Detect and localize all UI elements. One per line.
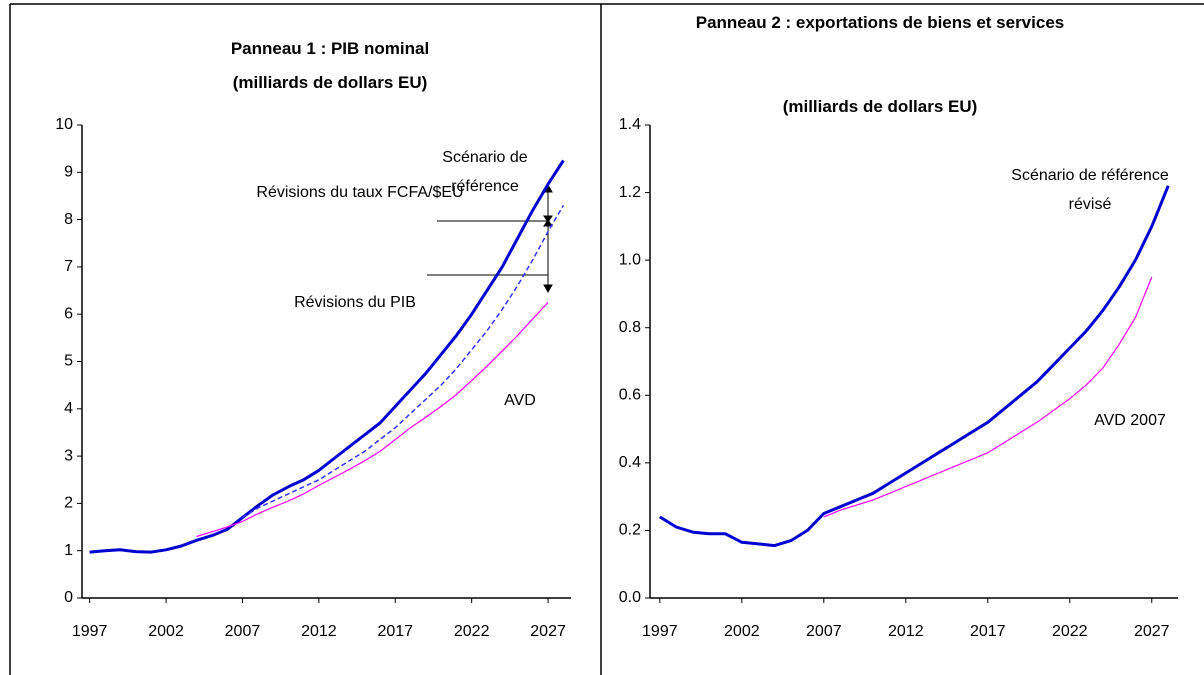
y-tick-label: 9 [64, 164, 73, 181]
y-tick-label: 1.0 [619, 251, 641, 268]
frame [9, 3, 1204, 675]
series-line [823, 276, 1153, 518]
annotation: Révisions du PIB [294, 294, 416, 311]
x-tick-label: 2012 [301, 623, 337, 640]
x-tick-label: 2022 [454, 623, 490, 640]
y-tick-label: 0.2 [619, 522, 641, 539]
y-tick-label: 0.6 [619, 387, 641, 404]
x-tick-label: 2017 [377, 623, 413, 640]
series-line [242, 205, 565, 519]
chart-title: Panneau 2 : exportations de biens et ser… [695, 13, 1065, 32]
chart-subtitle: (milliards de dollars EU) [782, 97, 978, 116]
y-tick-label: 1 [64, 542, 73, 559]
x-tick-label: 2002 [724, 623, 760, 640]
series-label: AVD 2007 [1094, 412, 1166, 429]
series-label: Scénario de référence révisé [1011, 167, 1169, 213]
y-tick-label: 5 [64, 353, 73, 370]
y-tick-label: 4 [64, 400, 73, 417]
y-tick-label: 2 [64, 495, 73, 512]
y-tick-label: 0.0 [619, 589, 641, 606]
y-tick-label: 7 [64, 258, 73, 275]
series-label: AVD [504, 392, 536, 409]
annotation: Révisions du taux FCFA/$EU [256, 184, 464, 201]
x-tick-label: 2007 [806, 623, 842, 640]
y-tick-label: 1.4 [619, 116, 641, 133]
y-tick-label: 0.8 [619, 319, 641, 336]
y-tick-label: 0.4 [619, 454, 641, 471]
y-tick-label: 8 [64, 211, 73, 228]
series-line [196, 301, 549, 538]
x-tick-label: 2007 [225, 623, 261, 640]
y-tick-label: 6 [64, 305, 73, 322]
chart-subtitle: (milliards de dollars EU) [232, 73, 428, 92]
x-tick-label: 1997 [642, 623, 678, 640]
series-label: Scénario de référence [442, 149, 528, 195]
x-tick-label: 2022 [1052, 623, 1088, 640]
y-tick-label: 0 [64, 589, 73, 606]
y-tick-label: 3 [64, 447, 73, 464]
revision-arrows [427, 183, 553, 294]
x-tick-label: 2017 [970, 623, 1006, 640]
x-tick-label: 2027 [1134, 623, 1170, 640]
x-tick-label: 2002 [148, 623, 184, 640]
y-tick-label: 1.2 [619, 184, 641, 201]
series-line [89, 159, 565, 554]
y-tick-label: 10 [55, 116, 73, 133]
x-tick-label: 1997 [72, 623, 108, 640]
series-line [659, 185, 1170, 548]
chart-title: Panneau 1 : PIB nominal [230, 39, 430, 58]
x-tick-label: 2027 [530, 623, 566, 640]
x-tick-label: 2012 [888, 623, 924, 640]
